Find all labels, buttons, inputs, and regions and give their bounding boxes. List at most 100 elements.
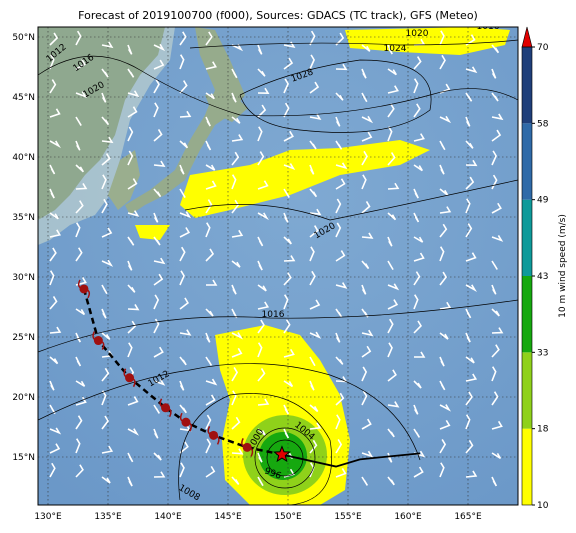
wind-barb (491, 284, 497, 295)
wind-barb (413, 320, 422, 334)
wind-barb (283, 57, 294, 70)
wind-barb (205, 356, 213, 366)
wind-barb (283, 102, 290, 118)
wind-barb (361, 92, 368, 103)
wind-barb (413, 380, 422, 389)
wind-barb (361, 201, 371, 214)
wind-barb (101, 476, 111, 484)
isobar-label: 1020 (406, 29, 429, 39)
wind-barb (231, 366, 239, 382)
lat-label: 40°N (12, 153, 35, 163)
wind-barb (465, 332, 471, 343)
wind-barb (127, 126, 134, 142)
wind-barb (75, 58, 86, 70)
wind-barb (361, 329, 374, 337)
wind-barb (179, 404, 187, 414)
wind-barb (283, 404, 290, 415)
wind-barb (309, 422, 322, 430)
wind-barb (465, 356, 475, 364)
wind-barb (309, 164, 315, 175)
wind-barb (231, 390, 237, 406)
wind-barb (153, 294, 160, 310)
wind-barb (361, 450, 374, 458)
colorbar-extend (521, 26, 533, 48)
wind-barb (309, 356, 316, 367)
wind-barb (335, 468, 347, 478)
wind-barb (335, 332, 341, 343)
current-position (273, 445, 291, 463)
wind-barb (465, 223, 473, 238)
wind-barb (439, 54, 446, 70)
wind-barb (231, 43, 244, 52)
wind-barb (361, 308, 369, 318)
wind-barb (49, 247, 57, 262)
wind-barb (465, 140, 474, 149)
wind-barb (75, 380, 86, 387)
wind-barb (335, 116, 341, 127)
wind-barb (491, 202, 502, 214)
wind-barb (387, 369, 397, 382)
colorbar-segment (522, 47, 532, 124)
wind-barb (75, 183, 88, 190)
wind-barb (179, 227, 191, 238)
wind-barb (127, 44, 133, 55)
wind-barb (127, 476, 133, 487)
wind-barb (153, 129, 163, 142)
wind-barb (231, 260, 241, 268)
wind-barb (153, 78, 160, 94)
wind-barb (361, 174, 367, 190)
wind-barb (153, 273, 164, 286)
wind-barb (49, 462, 56, 478)
colorbar-segment (522, 352, 532, 429)
wind-barb (413, 103, 421, 118)
lon-label: 130°E (34, 512, 62, 522)
wind-barb (75, 464, 84, 478)
wind-barb (387, 44, 393, 55)
wind-barb (153, 43, 166, 52)
wind-barb (257, 236, 264, 247)
wind-barb (257, 180, 269, 190)
wind-barb (387, 103, 395, 118)
colorbar-tick-label: 33 (537, 348, 548, 358)
wind-barb (439, 206, 452, 214)
wind-barb (439, 332, 449, 340)
wind-barb (361, 418, 372, 430)
wind-barb (179, 140, 189, 149)
wind-barb (231, 308, 238, 319)
wind-barb (179, 188, 186, 199)
wind-barb (465, 470, 478, 478)
wind-barb (257, 260, 263, 271)
wind-barb (335, 162, 348, 170)
wind-barb (257, 319, 265, 334)
wind-barb (257, 476, 264, 487)
wind-barb (153, 428, 159, 439)
wind-barb (75, 91, 88, 99)
wind-barb (231, 134, 244, 142)
wind-barb (309, 113, 322, 121)
wind-barb (335, 356, 344, 365)
wind-barb (49, 188, 55, 199)
wind-barb (153, 346, 164, 358)
lat-label: 50°N (12, 33, 35, 43)
lat-label: 30°N (12, 273, 35, 283)
wind-barb (179, 211, 192, 219)
wind-barb (101, 259, 114, 267)
wind-barb (257, 68, 266, 77)
wind-barb (387, 342, 393, 358)
wind-barb (491, 366, 497, 382)
wind-barb (127, 304, 140, 311)
wind-barb (335, 222, 342, 238)
wind-barb (205, 199, 213, 214)
lat-label: 15°N (12, 453, 35, 463)
wind-barb (309, 208, 322, 216)
wind-barb (257, 342, 263, 358)
storm-position (242, 442, 252, 452)
wind-barb (205, 414, 212, 430)
wind-barb (387, 182, 400, 190)
isobar-label: 1016 (477, 22, 500, 32)
wind-barb (75, 438, 81, 454)
wind-barb (465, 308, 472, 319)
wind-barb (75, 164, 85, 173)
wind-barb (491, 174, 498, 190)
wind-barb (231, 199, 240, 214)
